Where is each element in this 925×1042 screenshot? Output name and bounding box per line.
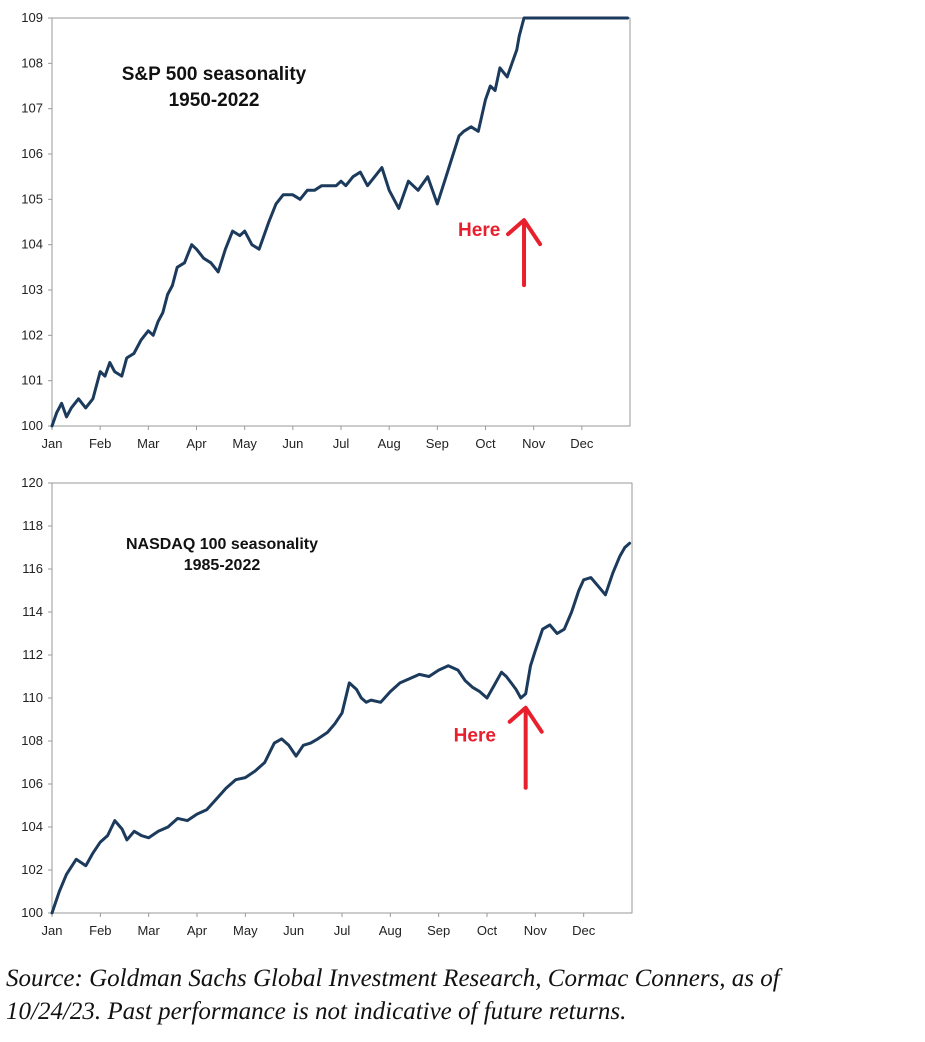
x-tick-label: Oct <box>475 436 496 451</box>
y-tick-label: 120 <box>21 475 43 490</box>
chart-title: S&P 500 seasonality <box>122 64 307 85</box>
y-axis-ticks: 100 102 104 106 108 110 112 114 116 118 120 <box>21 475 52 920</box>
series-line <box>50 16 630 428</box>
arrow-head <box>506 218 543 247</box>
here-annotation: Here <box>454 705 544 790</box>
x-tick-label: Aug <box>379 923 402 938</box>
x-tick-label: Aug <box>378 436 401 451</box>
y-tick-label: 100 <box>21 418 43 433</box>
plot-area <box>51 482 633 914</box>
x-tick-label: Sep <box>426 436 449 451</box>
x-tick-label: Mar <box>137 436 160 451</box>
x-tick-label: Nov <box>522 436 546 451</box>
y-tick-label: 108 <box>21 733 43 748</box>
y-tick-label: 105 <box>21 191 43 206</box>
x-tick-label: Dec <box>572 923 596 938</box>
y-tick-label: 102 <box>21 862 43 877</box>
x-tick-label: Feb <box>89 436 111 451</box>
y-tick-label: 109 <box>21 10 43 25</box>
y-tick-label: 102 <box>21 327 43 342</box>
here-label: Here <box>458 220 500 241</box>
x-tick-label: Apr <box>186 436 207 451</box>
y-axis-ticks: 100 101 102 103 104 105 106 107 108 109 <box>21 10 52 433</box>
x-tick-label: Jun <box>283 923 304 938</box>
y-tick-label: 110 <box>22 690 43 705</box>
x-tick-label: May <box>233 923 258 938</box>
chart-subtitle: 1985-2022 <box>184 557 261 574</box>
x-tick-label: Apr <box>187 923 208 938</box>
y-tick-label: 114 <box>22 604 43 619</box>
x-axis-ticks: Jan Feb Mar Apr May Jun Jul Aug Sep Oct Nov Dec <box>42 913 596 938</box>
y-tick-label: 106 <box>21 146 43 161</box>
source-footnote: Source: Goldman Sachs Global Investment … <box>6 962 921 1028</box>
arrow-head <box>507 705 544 734</box>
series-line <box>50 541 632 915</box>
x-tick-label: Jan <box>42 923 63 938</box>
x-tick-label: Jul <box>333 436 350 451</box>
source-line-2: 10/24/23. Past performance is not indica… <box>6 998 627 1025</box>
y-tick-label: 106 <box>21 776 43 791</box>
x-tick-label: Jul <box>334 923 351 938</box>
y-tick-label: 100 <box>21 905 43 920</box>
x-tick-label: Oct <box>477 923 498 938</box>
x-tick-label: Dec <box>570 436 594 451</box>
y-tick-label: 101 <box>21 373 43 388</box>
y-tick-label: 104 <box>21 819 43 834</box>
chart-subtitle: 1950-2022 <box>169 90 260 111</box>
chart-title: NASDAQ 100 seasonality <box>126 536 318 553</box>
y-tick-label: 107 <box>21 101 43 116</box>
y-tick-label: 116 <box>22 561 43 576</box>
y-tick-label: 108 <box>21 55 43 70</box>
y-tick-label: 104 <box>21 237 43 252</box>
x-tick-label: Jan <box>42 436 63 451</box>
sp500-seasonality-chart: 100 101 102 103 104 105 106 107 108 109 Jan Feb Mar… <box>21 10 631 451</box>
here-annotation: Here <box>458 218 543 288</box>
y-tick-label: 118 <box>22 518 43 533</box>
x-tick-label: Nov <box>524 923 548 938</box>
x-tick-label: Feb <box>89 923 111 938</box>
x-axis-ticks: Jan Feb Mar Apr May Jun Jul Aug Sep Oct Nov Dec <box>42 426 594 451</box>
here-label: Here <box>454 726 496 747</box>
y-tick-label: 112 <box>22 647 43 662</box>
y-tick-label: 103 <box>21 282 43 297</box>
plot-area <box>51 17 631 427</box>
x-tick-label: Sep <box>427 923 450 938</box>
x-tick-label: May <box>232 436 257 451</box>
source-line-1: Source: Goldman Sachs Global Investment … <box>6 965 780 992</box>
x-tick-label: Jun <box>282 436 303 451</box>
nasdaq100-seasonality-chart: 100 102 104 106 108 110 112 114 116 118 120 Jan Feb… <box>21 475 633 938</box>
x-tick-label: Mar <box>137 923 160 938</box>
